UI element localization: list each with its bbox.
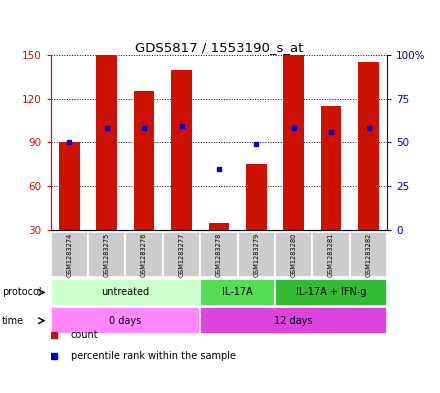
Text: IL-17A + IFN-g: IL-17A + IFN-g <box>296 287 367 298</box>
Bar <box>283 55 304 230</box>
Text: GSM1283282: GSM1283282 <box>366 232 371 277</box>
Bar <box>163 232 200 277</box>
Text: protocol: protocol <box>2 287 42 298</box>
Bar <box>51 307 200 334</box>
Bar <box>51 232 88 277</box>
Bar <box>200 279 275 306</box>
Bar <box>275 232 312 277</box>
Bar <box>358 62 379 230</box>
Text: IL-17A: IL-17A <box>222 287 253 298</box>
Text: count: count <box>71 330 99 340</box>
Bar <box>209 222 229 230</box>
Bar <box>88 232 125 277</box>
Bar <box>312 232 350 277</box>
Text: percentile rank within the sample: percentile rank within the sample <box>71 351 236 361</box>
Bar <box>246 164 267 230</box>
Bar <box>59 142 80 230</box>
Bar <box>275 279 387 306</box>
Bar <box>171 70 192 230</box>
Text: GSM1283274: GSM1283274 <box>66 232 72 277</box>
Bar <box>200 307 387 334</box>
Bar <box>125 232 163 277</box>
Text: 12 days: 12 days <box>275 316 313 326</box>
Title: GDS5817 / 1553190_s_at: GDS5817 / 1553190_s_at <box>135 41 303 54</box>
Text: time: time <box>2 316 24 326</box>
Text: GSM1283276: GSM1283276 <box>141 232 147 277</box>
Text: GSM1283275: GSM1283275 <box>104 232 110 277</box>
Bar <box>134 92 154 230</box>
Bar <box>321 106 341 230</box>
Bar <box>200 232 238 277</box>
Text: GSM1283279: GSM1283279 <box>253 232 259 277</box>
Text: GSM1283277: GSM1283277 <box>179 232 184 277</box>
Text: 0 days: 0 days <box>109 316 142 326</box>
Bar <box>238 232 275 277</box>
Bar <box>96 55 117 230</box>
Text: GSM1283280: GSM1283280 <box>291 232 297 277</box>
Text: GSM1283278: GSM1283278 <box>216 232 222 277</box>
Bar <box>350 232 387 277</box>
Text: untreated: untreated <box>101 287 150 298</box>
Bar <box>51 279 200 306</box>
Text: GSM1283281: GSM1283281 <box>328 232 334 277</box>
